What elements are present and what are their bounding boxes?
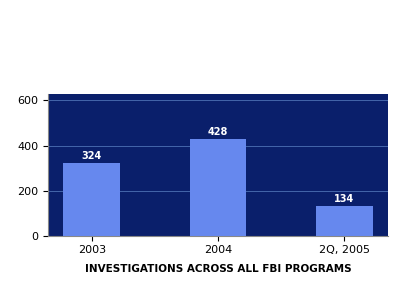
Bar xyxy=(190,139,246,236)
Text: 428: 428 xyxy=(208,128,228,137)
Text: 324: 324 xyxy=(82,151,102,161)
Text: 134: 134 xyxy=(334,194,354,204)
Text: IDENTITY THEFT
CONVICTIONS/
PRETRIAL DIVERSIONS: IDENTITY THEFT CONVICTIONS/ PRETRIAL DIV… xyxy=(103,21,297,72)
X-axis label: INVESTIGATIONS ACROSS ALL FBI PROGRAMS: INVESTIGATIONS ACROSS ALL FBI PROGRAMS xyxy=(85,264,351,274)
Bar xyxy=(316,206,372,236)
Bar xyxy=(64,163,120,236)
